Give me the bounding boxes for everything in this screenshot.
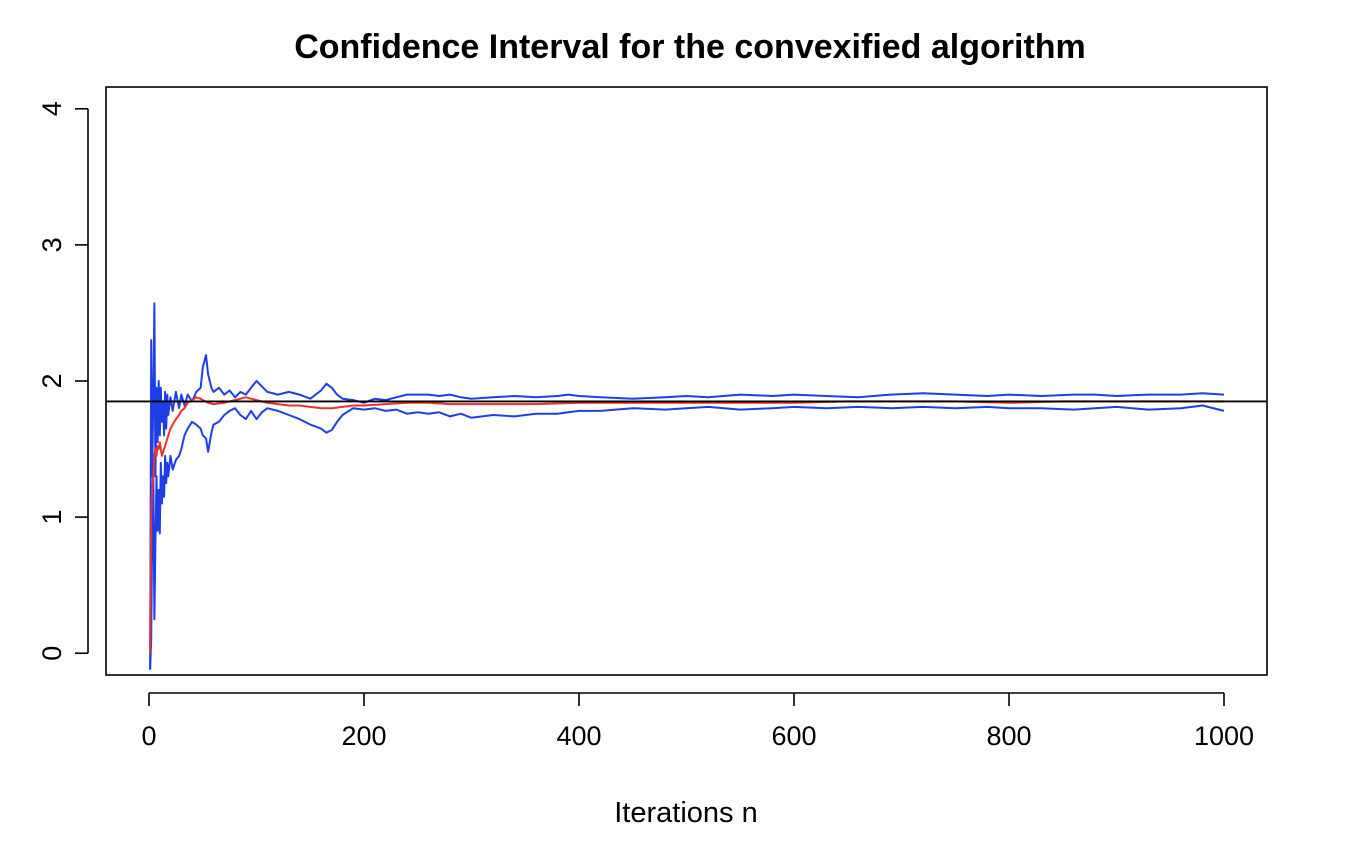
y-tick-label: 2: [37, 373, 67, 388]
plot-area: [105, 86, 1268, 676]
y-tick-label: 4: [37, 101, 67, 116]
x-tick-label: 200: [341, 721, 386, 751]
plot-frame: [105, 86, 1268, 676]
y-tick-label: 1: [37, 510, 67, 525]
series-line-estimate: [149, 396, 1224, 654]
y-tick-label: 3: [37, 237, 67, 252]
series-line-lower: [149, 404, 1225, 670]
x-axis-label: Iterations n: [614, 797, 757, 829]
y-tick-label: 0: [37, 646, 67, 661]
x-tick-label: 600: [771, 721, 816, 751]
x-tick-label: 400: [556, 721, 601, 751]
y-axis: 0 1 2 3 4: [37, 101, 89, 661]
chart-title: Confidence Interval for the convexified …: [294, 28, 1086, 66]
x-tick-label: 1000: [1194, 721, 1254, 751]
x-tick-label: 0: [141, 721, 156, 751]
x-axis: 0 200 400 600 800 1000: [141, 692, 1254, 751]
series-line-upper: [149, 302, 1225, 670]
x-tick-label: 800: [986, 721, 1031, 751]
